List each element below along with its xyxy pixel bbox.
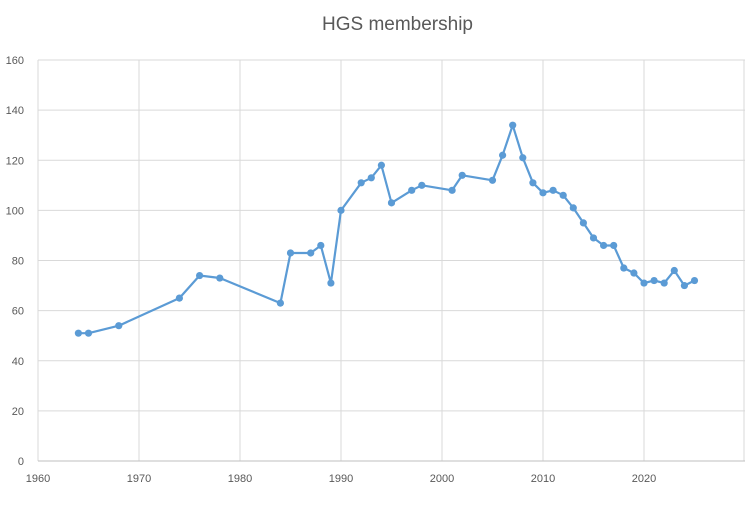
data-point	[317, 241, 325, 250]
data-point	[670, 266, 678, 275]
data-point	[519, 154, 527, 162]
data-point	[488, 176, 497, 184]
data-point	[579, 219, 588, 227]
x-tick-label: 1970	[127, 473, 151, 485]
x-tick-label: 2020	[632, 473, 656, 485]
data-point	[529, 179, 537, 187]
y-tick-label: 20	[12, 406, 24, 418]
data-point	[499, 151, 507, 159]
data-point	[569, 204, 577, 212]
y-tick-label: 40	[12, 356, 24, 368]
y-tick-label: 100	[6, 205, 24, 217]
data-point	[286, 249, 295, 257]
x-tick-label: 1960	[26, 473, 50, 485]
data-point	[509, 121, 517, 129]
y-tick-label: 160	[6, 55, 24, 67]
data-point	[216, 274, 224, 282]
data-point	[610, 241, 618, 250]
y-tick-label: 140	[6, 105, 24, 117]
data-point	[549, 186, 557, 194]
data-point	[84, 329, 93, 337]
series-line	[78, 124, 695, 335]
x-tick-label: 2010	[531, 473, 555, 485]
x-tick-label: 2000	[430, 473, 454, 485]
data-point	[630, 269, 638, 277]
x-tick-label: 1980	[228, 473, 252, 485]
data-point	[377, 161, 385, 169]
data-point	[357, 179, 365, 187]
data-point	[196, 271, 204, 280]
y-tick-label: 80	[12, 256, 24, 268]
data-point	[640, 279, 648, 287]
data-point	[690, 276, 699, 285]
data-point	[650, 276, 658, 285]
data-point	[175, 294, 183, 302]
data-point	[680, 281, 689, 290]
x-tick-label: 1990	[329, 473, 353, 485]
data-point	[539, 189, 547, 197]
data-point	[115, 322, 123, 330]
data-point	[327, 279, 335, 287]
data-point	[74, 329, 82, 337]
data-point	[600, 241, 608, 250]
y-tick-label: 0	[18, 456, 24, 468]
data-point	[337, 206, 345, 214]
data-point	[559, 191, 567, 199]
data-point	[418, 181, 426, 189]
data-point	[307, 249, 315, 257]
data-point	[589, 234, 598, 242]
data-point	[458, 171, 466, 179]
y-tick-label: 60	[12, 306, 24, 318]
data-point	[387, 199, 396, 207]
data-point	[660, 279, 668, 287]
y-tick-label: 120	[6, 155, 24, 167]
data-point	[620, 264, 628, 272]
chart-title: HGS membership	[322, 14, 473, 35]
data-point	[367, 174, 375, 182]
data-point	[276, 299, 284, 307]
data-point	[408, 186, 416, 194]
data-point	[448, 186, 456, 194]
